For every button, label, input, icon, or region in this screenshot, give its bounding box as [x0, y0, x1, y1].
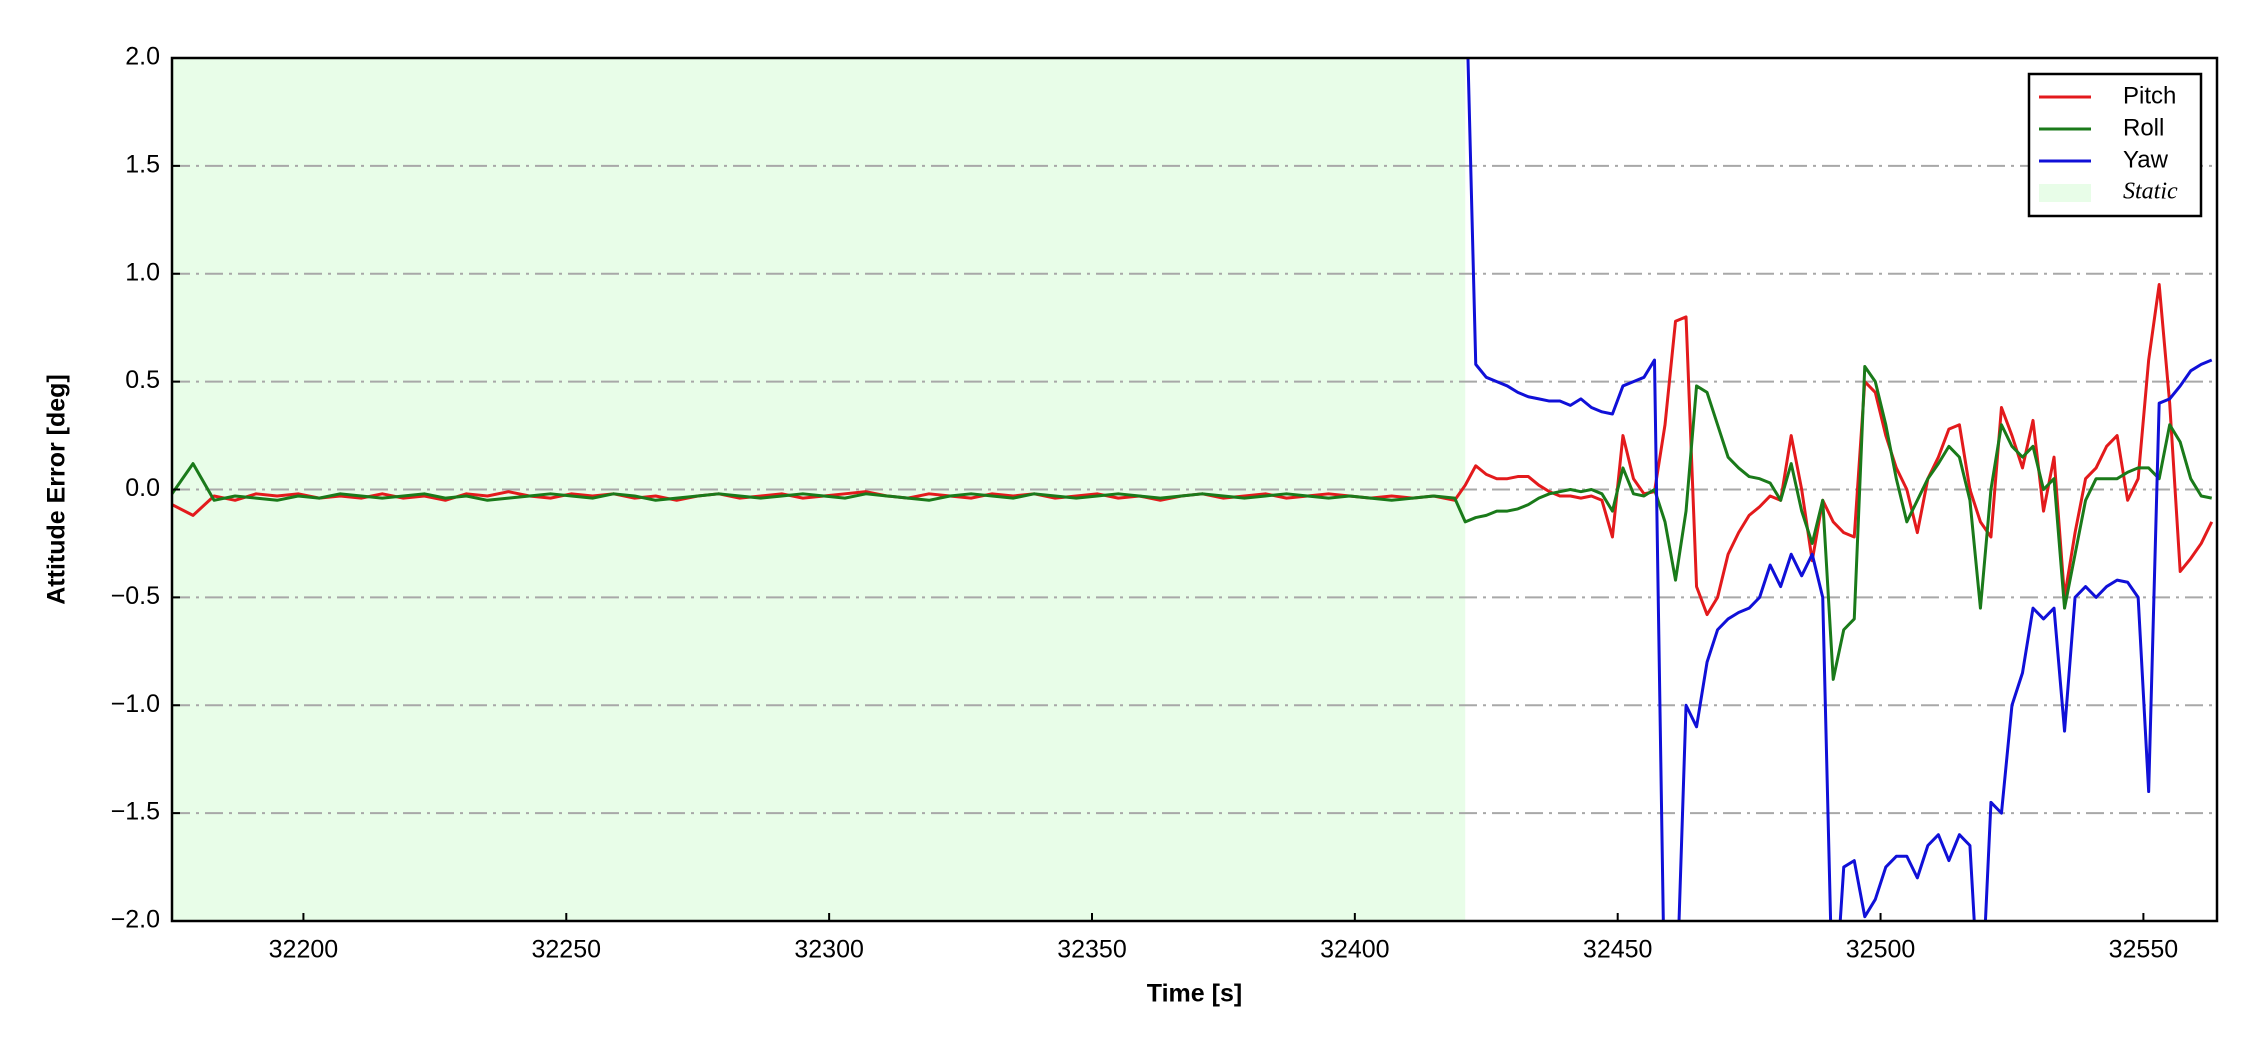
legend: Pitch Roll Yaw Static: [2027, 72, 2203, 218]
y-tick-label: 2.0: [125, 43, 160, 71]
series-line: [1466, 58, 2213, 921]
x-tick-label: 32550: [2109, 936, 2179, 964]
x-tick-label: 32350: [1057, 936, 1127, 964]
y-tick-label: −0.5: [111, 582, 160, 610]
legend-label: Yaw: [2123, 146, 2169, 173]
x-tick-label: 32450: [1583, 936, 1653, 964]
y-tick-label: 1.5: [125, 150, 160, 178]
x-tick-label: 32200: [269, 936, 339, 964]
x-tick-label: 32500: [1846, 936, 1916, 964]
x-axis-label: Time [s]: [1147, 980, 1242, 1008]
y-tick-label: 1.0: [125, 258, 160, 286]
legend-swatch: [2039, 184, 2091, 202]
y-tick-label: 0.5: [125, 366, 160, 394]
y-tick-label: −1.5: [111, 798, 160, 826]
axes: −2.0 −1.5 −1.0 −0.5 0.0 0.5 1.0 1.5 2.0 32200 3225…: [111, 43, 2179, 964]
y-tick-label: −1.0: [111, 690, 160, 718]
y-tick-label: −2.0: [111, 906, 160, 934]
x-tick-label: 32250: [532, 936, 602, 964]
lines: [172, 58, 2214, 921]
y-tick-label: 0.0: [125, 474, 160, 502]
x-tick-label: 32400: [1320, 936, 1390, 964]
y-axis-label: Attitude Error [deg]: [43, 374, 71, 605]
legend-label: Pitch: [2123, 82, 2176, 109]
series-line: [172, 365, 2213, 681]
legend-label: Roll: [2123, 114, 2164, 141]
x-tick-label: 32300: [794, 936, 864, 964]
legend-label: Static: [2123, 179, 2178, 205]
